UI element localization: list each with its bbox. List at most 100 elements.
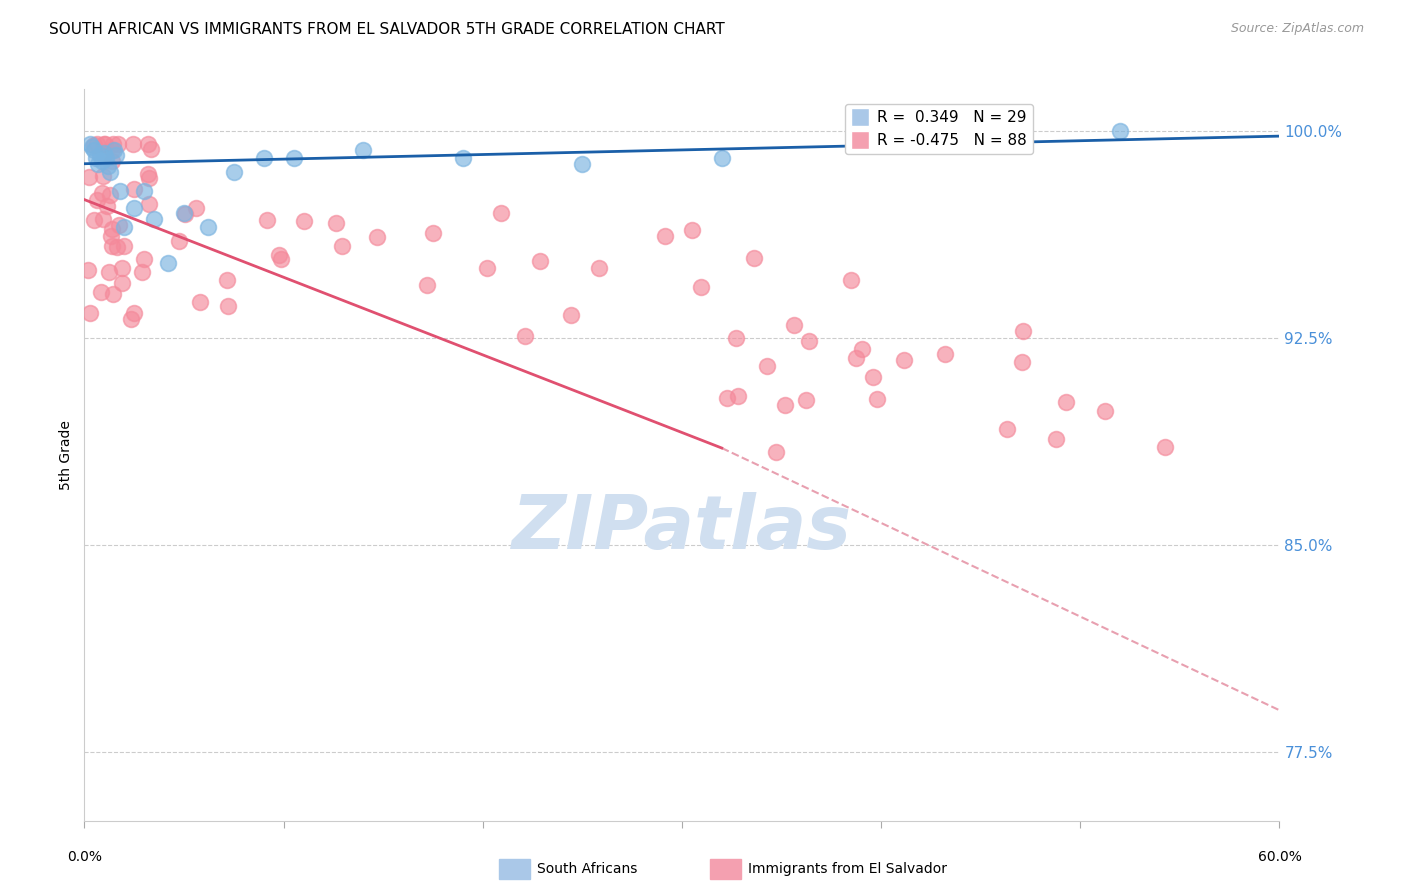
- Point: [283, 151, 305, 165]
- Point: [98, 165, 121, 179]
- Point: [111, 260, 134, 275]
- Point: [716, 392, 738, 406]
- Point: [330, 238, 353, 252]
- Point: [89, 148, 111, 162]
- Point: [101, 137, 124, 152]
- Point: [773, 398, 796, 412]
- Point: [862, 370, 884, 384]
- Point: [105, 148, 128, 162]
- Point: [83, 213, 105, 227]
- Point: [451, 151, 474, 165]
- Point: [654, 228, 676, 243]
- Text: Source: ZipAtlas.com: Source: ZipAtlas.com: [1230, 22, 1364, 36]
- Point: [91, 153, 114, 168]
- Point: [491, 206, 513, 220]
- Point: [111, 276, 134, 290]
- Point: [934, 346, 956, 360]
- Text: Immigrants from El Salvador: Immigrants from El Salvador: [748, 862, 948, 876]
- Point: [366, 230, 388, 244]
- Point: [1011, 324, 1033, 338]
- Point: [415, 277, 437, 292]
- Point: [110, 184, 132, 198]
- Point: [94, 137, 117, 152]
- Point: [122, 306, 145, 320]
- Point: [475, 261, 498, 276]
- Point: [108, 219, 131, 233]
- Point: [136, 137, 159, 152]
- Point: [571, 157, 593, 171]
- Point: [139, 142, 162, 156]
- Point: [167, 234, 190, 248]
- Point: [197, 220, 219, 235]
- Point: [157, 256, 180, 270]
- Text: SOUTH AFRICAN VS IMMIGRANTS FROM EL SALVADOR 5TH GRADE CORRELATION CHART: SOUTH AFRICAN VS IMMIGRANTS FROM EL SALV…: [49, 22, 725, 37]
- Point: [79, 137, 101, 152]
- Point: [995, 422, 1018, 436]
- Y-axis label: 5th Grade: 5th Grade: [59, 420, 73, 490]
- Point: [727, 389, 749, 403]
- Point: [112, 220, 135, 235]
- Point: [1154, 440, 1177, 454]
- Point: [893, 353, 915, 368]
- Point: [97, 160, 120, 174]
- Point: [82, 140, 104, 154]
- Point: [131, 265, 153, 279]
- Point: [86, 151, 108, 165]
- Point: [690, 280, 713, 294]
- Text: 0.0%: 0.0%: [67, 850, 101, 863]
- Point: [292, 213, 315, 227]
- Point: [87, 157, 110, 171]
- Point: [797, 334, 820, 348]
- Point: [222, 165, 245, 179]
- Text: South Africans: South Africans: [537, 862, 637, 876]
- Point: [325, 216, 347, 230]
- Point: [143, 211, 166, 226]
- Point: [93, 145, 115, 160]
- Point: [794, 393, 817, 408]
- Point: [783, 318, 806, 332]
- Point: [269, 248, 291, 262]
- Point: [765, 444, 787, 458]
- Point: [100, 153, 122, 168]
- Point: [86, 137, 108, 152]
- Point: [529, 253, 551, 268]
- Point: [422, 227, 444, 241]
- Point: [845, 351, 868, 365]
- Point: [1011, 355, 1033, 369]
- Point: [90, 186, 112, 201]
- Point: [83, 137, 105, 152]
- Point: [77, 170, 100, 185]
- Point: [120, 312, 142, 326]
- Point: [866, 392, 889, 406]
- Point: [138, 170, 160, 185]
- Point: [756, 359, 779, 373]
- Point: [101, 143, 124, 157]
- Point: [101, 222, 124, 236]
- Point: [253, 151, 276, 165]
- Point: [588, 261, 610, 276]
- Text: ZIPatlas: ZIPatlas: [512, 491, 852, 565]
- Point: [188, 295, 211, 310]
- Point: [138, 197, 160, 211]
- Point: [515, 329, 537, 343]
- Point: [96, 151, 118, 165]
- Point: [1109, 123, 1132, 137]
- Point: [173, 206, 195, 220]
- Point: [1094, 404, 1116, 418]
- Point: [101, 239, 124, 253]
- Point: [725, 331, 748, 345]
- Point: [107, 137, 129, 152]
- Point: [93, 137, 115, 152]
- Point: [256, 213, 278, 227]
- Legend: R =  0.349   N = 29, R = -0.475   N = 88: R = 0.349 N = 29, R = -0.475 N = 88: [845, 104, 1033, 154]
- Point: [132, 252, 155, 266]
- Point: [681, 223, 703, 237]
- Point: [217, 273, 239, 287]
- Point: [352, 143, 374, 157]
- Point: [105, 240, 128, 254]
- Point: [98, 188, 121, 202]
- Point: [96, 199, 118, 213]
- Point: [839, 273, 862, 287]
- Point: [851, 342, 873, 356]
- Point: [742, 251, 765, 265]
